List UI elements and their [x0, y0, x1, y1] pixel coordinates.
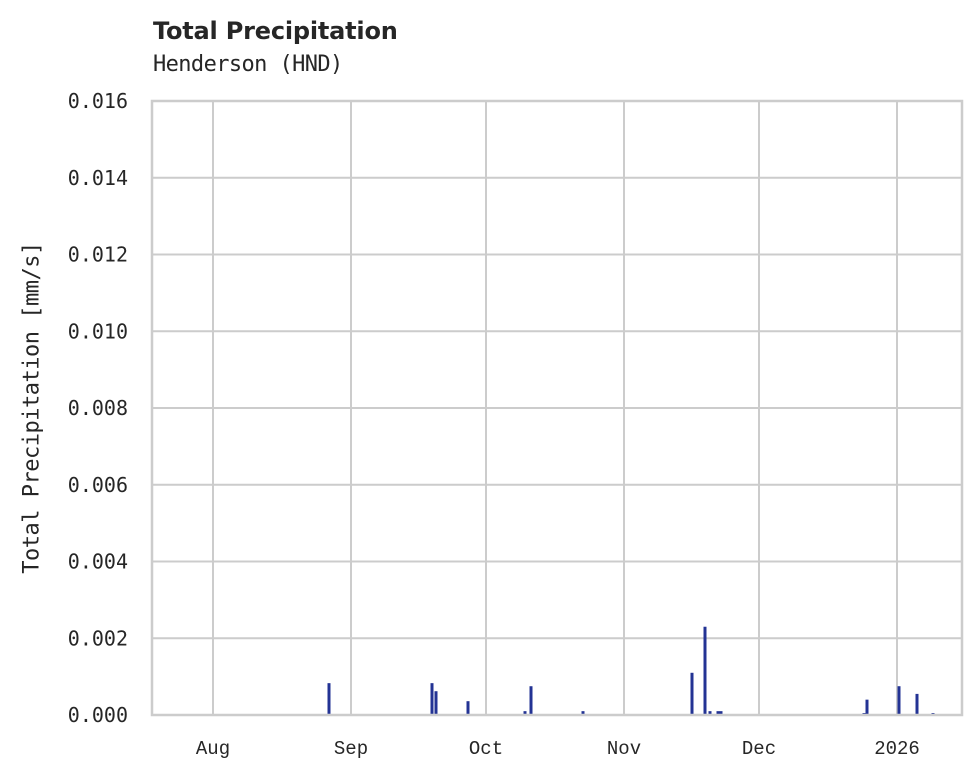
y-tick-label: 0.012: [68, 243, 128, 267]
plot-frame: [150, 99, 964, 717]
x-tick-label: 2026: [874, 738, 920, 760]
precipitation-bar: [897, 686, 901, 715]
x-tick-label: Nov: [607, 738, 641, 760]
y-tick-label: 0.004: [68, 550, 128, 574]
precipitation-bar: [434, 691, 438, 715]
x-tick-label: Sep: [334, 738, 368, 760]
precipitation-bar: [708, 711, 712, 715]
precipitation-bar: [703, 626, 707, 715]
y-axis-ticks: 0.000 0.002 0.004 0.006 0.008 0.010 0.012 0.014…: [68, 89, 128, 727]
y-tick-label: 0.000: [68, 703, 128, 727]
y-tick-label: 0.008: [68, 396, 128, 420]
chart-subtitle: Henderson (HND): [153, 52, 343, 77]
precipitation-bar: [915, 693, 919, 715]
precipitation-bars: [327, 626, 935, 715]
gridlines: [152, 100, 962, 716]
precipitation-bar: [719, 711, 723, 715]
x-tick-label: Dec: [742, 738, 776, 760]
precipitation-bar: [865, 699, 869, 715]
precipitation-bar: [716, 711, 720, 715]
x-tick-label: Oct: [469, 738, 503, 760]
chart-title: Total Precipitation: [153, 17, 398, 45]
precipitation-bar: [523, 711, 527, 715]
precipitation-bar: [690, 672, 694, 715]
y-tick-label: 0.016: [68, 89, 128, 113]
y-tick-label: 0.014: [68, 166, 128, 190]
x-tick-label: Aug: [196, 738, 230, 760]
x-axis-ticks: Aug Sep Oct Nov Dec 2026: [196, 738, 920, 760]
y-tick-label: 0.006: [68, 473, 128, 497]
y-tick-label: 0.010: [68, 319, 128, 343]
precipitation-bar: [430, 683, 434, 715]
precipitation-bar: [327, 683, 331, 715]
y-tick-label: 0.002: [68, 626, 128, 650]
precipitation-bar: [529, 686, 533, 715]
precipitation-bar: [466, 701, 470, 715]
precipitation-bar: [581, 711, 585, 715]
